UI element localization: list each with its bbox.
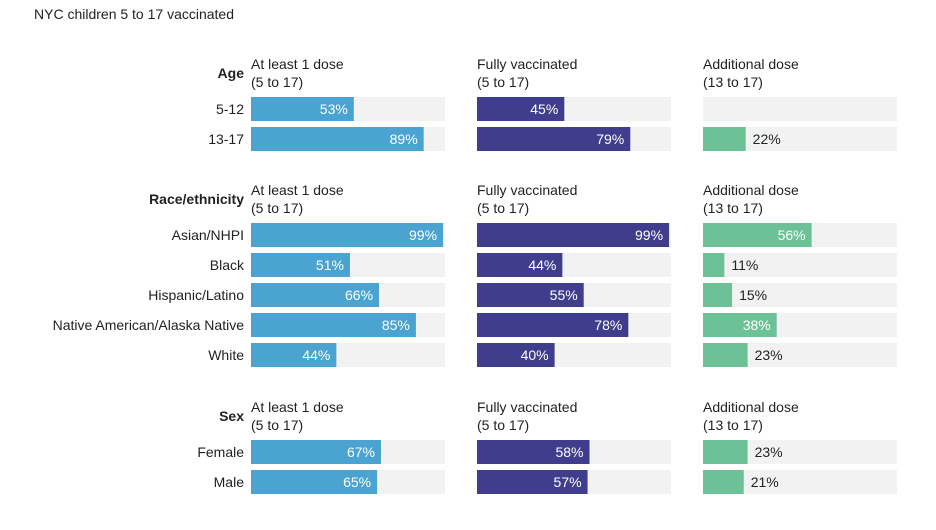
bar-full <box>477 343 555 367</box>
data-label: 99% <box>635 227 663 243</box>
bar-full <box>477 253 563 277</box>
data-label: 15% <box>739 287 767 303</box>
bar-additional <box>703 283 733 307</box>
column-subheader: (5 to 17) <box>251 417 303 433</box>
column-subheader: (5 to 17) <box>477 74 529 90</box>
column-subheader: (13 to 17) <box>703 417 763 433</box>
data-label: 38% <box>743 317 771 333</box>
bar-dose1 <box>251 283 380 307</box>
bar-full <box>477 97 565 121</box>
data-label: 23% <box>755 444 783 460</box>
bar-additional <box>703 253 725 277</box>
bar-full <box>477 127 631 151</box>
data-label: 11% <box>731 257 758 273</box>
data-label: 56% <box>778 227 806 243</box>
data-label: 79% <box>596 131 624 147</box>
bar-dose1 <box>251 440 381 464</box>
data-label: 23% <box>755 347 783 363</box>
bar-full <box>477 283 584 307</box>
bar-additional <box>703 343 748 367</box>
chart-title: NYC children 5 to 17 vaccinated <box>34 6 234 22</box>
bar-additional <box>703 313 777 337</box>
row-label: Native American/Alaska Native <box>53 317 245 333</box>
bar-track <box>703 253 897 277</box>
bar-dose1 <box>251 97 354 121</box>
bar-track <box>703 97 897 121</box>
row-label: Male <box>214 474 245 490</box>
column-header: Additional dose <box>703 56 799 72</box>
column-subheader: (5 to 17) <box>477 200 529 216</box>
bar-additional <box>703 470 744 494</box>
data-label: 66% <box>345 287 373 303</box>
bar-additional <box>703 223 812 247</box>
column-header: At least 1 dose <box>251 399 344 415</box>
bar-full <box>477 313 629 337</box>
data-label: 58% <box>555 444 583 460</box>
column-header: Fully vaccinated <box>477 399 577 415</box>
column-subheader: (13 to 17) <box>703 200 763 216</box>
data-label: 89% <box>390 131 418 147</box>
data-label: 99% <box>409 227 437 243</box>
column-header: Additional dose <box>703 182 799 198</box>
section-title: Race/ethnicity <box>149 191 244 207</box>
column-subheader: (5 to 17) <box>477 417 529 433</box>
data-label: 85% <box>382 317 410 333</box>
data-label: 67% <box>347 444 375 460</box>
row-label: White <box>208 347 244 363</box>
data-label: 55% <box>550 287 578 303</box>
row-label: 13-17 <box>208 131 244 147</box>
row-label: 5-12 <box>216 101 244 117</box>
bar-full <box>477 470 588 494</box>
data-label: 40% <box>521 347 549 363</box>
column-header: Fully vaccinated <box>477 182 577 198</box>
bar-dose1 <box>251 223 444 247</box>
column-subheader: (5 to 17) <box>251 74 303 90</box>
bar-dose1 <box>251 127 424 151</box>
data-label: 44% <box>528 257 556 273</box>
section-title: Age <box>218 65 245 81</box>
data-label: 22% <box>753 131 781 147</box>
row-label: Black <box>210 257 245 273</box>
data-label: 45% <box>530 101 558 117</box>
column-header: At least 1 dose <box>251 182 344 198</box>
bar-dose1 <box>251 313 416 337</box>
bar-dose1 <box>251 343 337 367</box>
row-label: Asian/NHPI <box>172 227 244 243</box>
column-header: Fully vaccinated <box>477 56 577 72</box>
column-header: At least 1 dose <box>251 56 344 72</box>
column-subheader: (13 to 17) <box>703 74 763 90</box>
data-label: 44% <box>302 347 330 363</box>
bar-full <box>477 223 670 247</box>
row-label: Female <box>197 444 244 460</box>
data-label: 57% <box>554 474 582 490</box>
row-label: Hispanic/Latino <box>148 287 244 303</box>
bar-full <box>477 440 590 464</box>
bar-track <box>703 283 897 307</box>
bar-additional <box>703 440 748 464</box>
bar-dose1 <box>251 253 350 277</box>
bar-additional <box>703 127 746 151</box>
data-label: 21% <box>751 474 779 490</box>
column-header: Additional dose <box>703 399 799 415</box>
section-title: Sex <box>219 408 244 424</box>
bar-dose1 <box>251 470 378 494</box>
data-label: 78% <box>594 317 622 333</box>
data-label: 53% <box>320 101 348 117</box>
data-label: 65% <box>343 474 371 490</box>
data-label: 51% <box>316 257 344 273</box>
column-subheader: (5 to 17) <box>251 200 303 216</box>
